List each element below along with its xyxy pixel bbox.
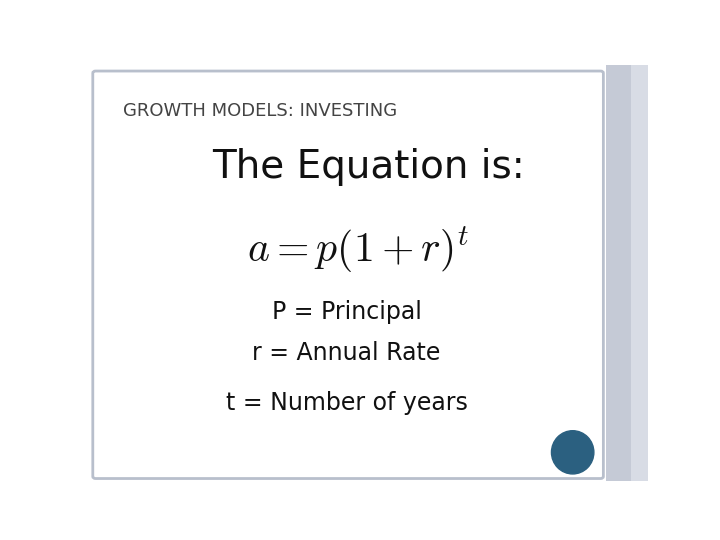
Bar bbox=[606, 65, 631, 481]
Text: P = Principal: P = Principal bbox=[271, 300, 422, 323]
FancyBboxPatch shape bbox=[93, 71, 603, 478]
Text: GROWTH MODELS: INVESTING: GROWTH MODELS: INVESTING bbox=[124, 102, 397, 120]
Bar bbox=[606, 65, 648, 481]
Text: The Equation is:: The Equation is: bbox=[212, 148, 526, 186]
Text: r = Annual Rate: r = Annual Rate bbox=[253, 341, 441, 365]
Ellipse shape bbox=[552, 431, 594, 474]
Text: $a = p(1+r)^{t}$: $a = p(1+r)^{t}$ bbox=[247, 225, 469, 275]
Text: t = Number of years: t = Number of years bbox=[226, 391, 467, 415]
